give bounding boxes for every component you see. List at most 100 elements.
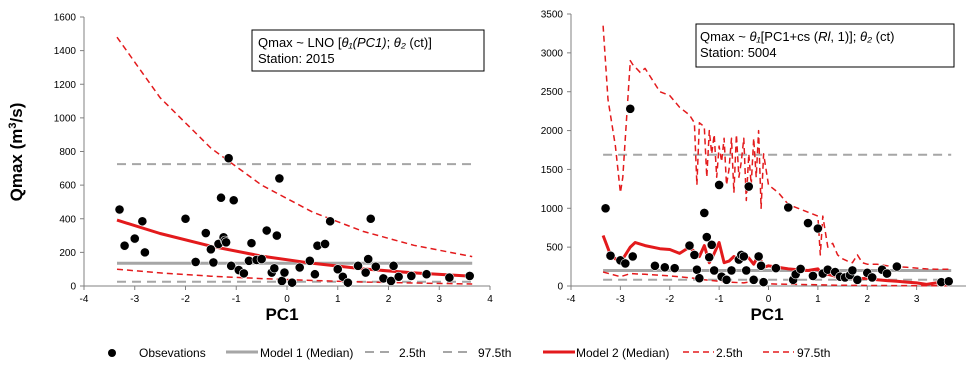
right-x-tick-label: 2	[864, 294, 870, 305]
left-observation-point	[332, 264, 343, 275]
legend-obs-label: Obsevations	[139, 346, 206, 360]
left-observation-point	[287, 277, 297, 288]
right-observation-point	[758, 277, 769, 288]
right-observation-point	[738, 251, 749, 262]
left-x-tick-label: -2	[181, 294, 190, 305]
right-observation-point	[714, 180, 725, 190]
left-observation-point	[274, 173, 285, 184]
right-y-tick-label: 3000	[541, 48, 564, 59]
right-observation-point	[704, 252, 715, 263]
left-observation-point	[200, 228, 211, 238]
left-observation-point	[269, 263, 280, 274]
left-observation-point	[137, 216, 148, 227]
right-observation-point	[808, 270, 818, 281]
left-y-tick-label: 1400	[54, 46, 77, 57]
right-observation-point	[943, 276, 954, 287]
right-observation-point	[795, 264, 806, 274]
right-y-tick-label: 2000	[541, 126, 564, 137]
right-observation-point	[867, 272, 878, 283]
right-y-tick-label: 0	[557, 282, 563, 293]
left-observation-point	[277, 276, 287, 286]
legend: Obsevations Model 1 (Median) 2.5th 97.5t…	[108, 346, 830, 360]
right-x-tick-label: 0	[766, 294, 772, 305]
left-observation-point	[180, 213, 191, 224]
legend-m2-median-label: Model 2 (Median)	[576, 346, 669, 360]
right-chart: 0 500 1000 1500 2000 2500 3000 3500 -4 -3 -2 -1 0 1 2…	[541, 10, 966, 324]
left-observation-point	[464, 271, 475, 281]
left-observation-point	[223, 153, 234, 164]
left-observation-point	[294, 262, 305, 273]
left-observation-point	[205, 244, 216, 255]
right-y-tick-label: 3500	[541, 10, 564, 21]
left-x-tick-label: 1	[335, 294, 341, 305]
right-observation-point	[620, 258, 631, 269]
left-observation-point	[360, 267, 371, 278]
right-observation-point	[882, 268, 892, 279]
left-series-model-2-97-5th	[116, 36, 473, 258]
right-observation-point	[748, 274, 759, 285]
right-observation-point	[803, 218, 813, 228]
right-observation-point	[741, 265, 752, 276]
left-observation-point	[114, 204, 125, 215]
left-observation-point	[271, 230, 282, 241]
left-y-tick-label: 1200	[54, 80, 77, 91]
right-observation-point	[771, 263, 781, 274]
left-chart: 0 200 400 600 800 1000 1200 1400 1600 -4 -3 -2 -1 0 1…	[7, 13, 493, 325]
left-observation-point	[406, 271, 417, 281]
right-observation-point	[605, 250, 616, 261]
left-observation-point	[238, 268, 249, 279]
left-x-tick-label: -1	[232, 294, 241, 305]
right-annotation-line1: Qmax ~ θ₁[PC1+cs (Rl, 1)]; θ₂ (ct)	[700, 29, 894, 44]
legend-m1-median-label: Model 1 (Median)	[260, 346, 353, 360]
left-observation-point	[320, 239, 330, 249]
right-annotation-box	[695, 23, 955, 68]
left-annotation-line1: Qmax ~ LNO [θ₁(PC1); θ₂ (ct)]	[258, 35, 432, 50]
right-observation-point	[692, 264, 702, 275]
left-observation-point	[370, 261, 381, 272]
left-observation-point	[279, 267, 290, 278]
right-observation-point	[600, 203, 611, 214]
left-y-tick-label: 1000	[54, 113, 77, 124]
left-y-tick-label: 1600	[54, 13, 77, 24]
right-observation-point	[891, 261, 902, 272]
right-observation-point	[743, 181, 754, 192]
right-x-tick-label: -1	[715, 294, 724, 305]
legend-m1-hi-label: 97.5th	[478, 346, 511, 360]
right-observation-point	[709, 265, 720, 276]
left-observation-point	[119, 240, 130, 251]
left-annotation-box	[251, 29, 485, 72]
right-observation-point	[753, 251, 764, 262]
right-observation-point	[650, 260, 660, 271]
right-observation-point	[701, 232, 712, 242]
right-y-tick-label: 1500	[541, 165, 564, 176]
right-observation-point	[694, 273, 705, 284]
legend-m1-lo-label: 2.5th	[399, 346, 426, 360]
right-series-model-2-2-5th	[602, 271, 952, 287]
left-observation-point	[386, 276, 396, 286]
right-observation-point	[726, 265, 737, 276]
left-observation-point	[208, 257, 219, 268]
left-x-tick-label: 4	[487, 294, 493, 305]
left-series-model-2-median	[116, 218, 473, 278]
right-series-model-2-97-5th	[602, 25, 952, 271]
left-y-tick-label: 400	[59, 214, 76, 225]
left-observation-point	[221, 237, 231, 248]
left-observation-point	[388, 260, 399, 271]
right-observation-point	[684, 240, 695, 251]
right-x-tick-label: -3	[616, 294, 625, 305]
left-observation-point	[310, 269, 320, 280]
left-observation-point	[216, 192, 226, 203]
left-observation-point	[393, 271, 404, 282]
right-y-tick-label: 1000	[541, 204, 564, 215]
left-observation-point	[190, 257, 201, 267]
right-observation-point	[669, 263, 680, 274]
right-observation-point	[689, 250, 700, 260]
left-x-tick-label: -4	[80, 294, 89, 305]
left-observation-point	[129, 233, 140, 244]
right-annotation-line2: Station: 5004	[700, 45, 777, 60]
legend-obs-marker	[108, 349, 116, 357]
right-observation-point	[627, 251, 638, 262]
left-observation-point	[304, 255, 315, 266]
left-y-axis-label: Qmax (m3/s)	[7, 103, 26, 202]
